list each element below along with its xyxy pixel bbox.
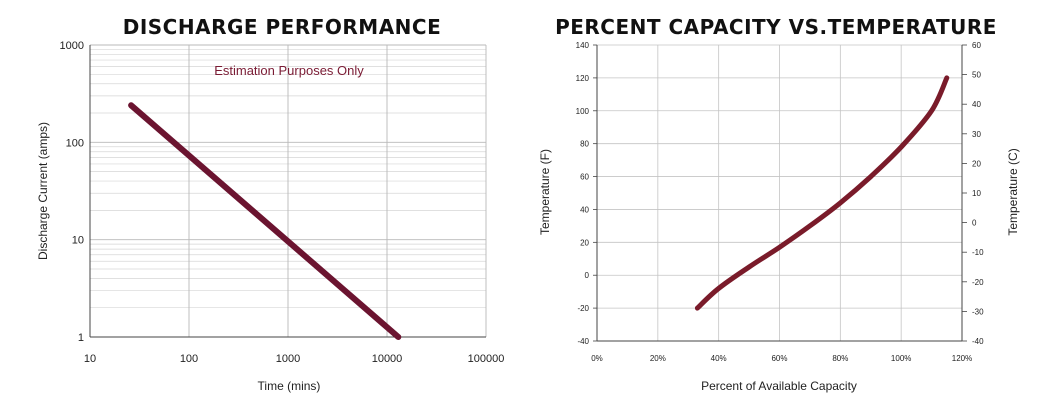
y-tick-label-left: 100 bbox=[576, 107, 590, 116]
x-tick-label: 10000 bbox=[372, 353, 403, 365]
x-tick-label: 100 bbox=[180, 353, 198, 365]
y-tick-label: 10 bbox=[72, 235, 84, 247]
y-tick-label-right: -10 bbox=[972, 248, 984, 257]
y-tick-label-left: 0 bbox=[585, 271, 590, 280]
y-tick-label-right: 30 bbox=[972, 130, 981, 139]
y-tick-label-right: 0 bbox=[972, 219, 977, 228]
discharge-x-axis-label: Time (mins) bbox=[258, 379, 321, 393]
estimation-annotation: Estimation Purposes Only bbox=[214, 63, 364, 78]
x-tick-label: 20% bbox=[650, 354, 666, 363]
x-tick-label: 60% bbox=[771, 354, 787, 363]
capacity-x-axis-label: Percent of Available Capacity bbox=[701, 379, 857, 393]
y-tick-label-left: 140 bbox=[576, 41, 590, 50]
x-tick-label: 10 bbox=[84, 353, 96, 365]
y-tick-label: 100 bbox=[66, 137, 84, 149]
y-tick-label-right: -20 bbox=[972, 278, 984, 287]
discharge-line bbox=[128, 102, 402, 340]
x-tick-label: 120% bbox=[952, 354, 972, 363]
capacity-y-axis-label-right: Temperature (C) bbox=[1006, 148, 1020, 235]
discharge-grid bbox=[89, 44, 487, 338]
y-tick-label-right: 60 bbox=[972, 41, 981, 50]
x-tick-label: 100000 bbox=[468, 353, 505, 365]
y-tick-label: 1000 bbox=[60, 40, 84, 52]
capacity-grid bbox=[593, 44, 967, 342]
capacity-series bbox=[694, 75, 950, 311]
x-tick-label: 1000 bbox=[276, 353, 300, 365]
y-tick-label-right: -30 bbox=[972, 307, 984, 316]
y-tick-label-left: 20 bbox=[580, 238, 589, 247]
y-tick-label-left: -20 bbox=[577, 304, 589, 313]
y-tick-label-left: 120 bbox=[576, 74, 590, 83]
discharge-chart-title: DISCHARGE PERFORMANCE bbox=[123, 15, 442, 39]
x-tick-label: 80% bbox=[832, 354, 848, 363]
y-tick-label-right: 50 bbox=[972, 71, 981, 80]
y-tick-label-left: 60 bbox=[580, 173, 589, 182]
y-tick-label-right: 20 bbox=[972, 159, 981, 168]
capacity-chart-title: PERCENT CAPACITY VS.TEMPERATURE bbox=[555, 15, 997, 39]
y-tick-label-left: -40 bbox=[577, 337, 589, 346]
discharge-y-axis-label: Discharge Current (amps) bbox=[36, 122, 50, 260]
y-tick-label-right: 40 bbox=[972, 100, 981, 109]
y-tick-label-right: -40 bbox=[972, 337, 984, 346]
capacity-y-axis-label-left: Temperature (F) bbox=[538, 149, 552, 235]
x-tick-label: 0% bbox=[591, 354, 603, 363]
capacity-curve bbox=[694, 75, 950, 311]
discharge-series bbox=[128, 102, 402, 340]
y-tick-label-right: 10 bbox=[972, 189, 981, 198]
x-tick-label: 40% bbox=[711, 354, 727, 363]
y-tick-label-left: 40 bbox=[580, 205, 589, 214]
y-tick-label-left: 80 bbox=[580, 140, 589, 149]
y-tick-label: 1 bbox=[78, 332, 84, 344]
x-tick-label: 100% bbox=[891, 354, 911, 363]
capacity-temperature-chart: PERCENT CAPACITY VS.TEMPERATURE -40 -20 0 2… bbox=[538, 15, 1020, 393]
